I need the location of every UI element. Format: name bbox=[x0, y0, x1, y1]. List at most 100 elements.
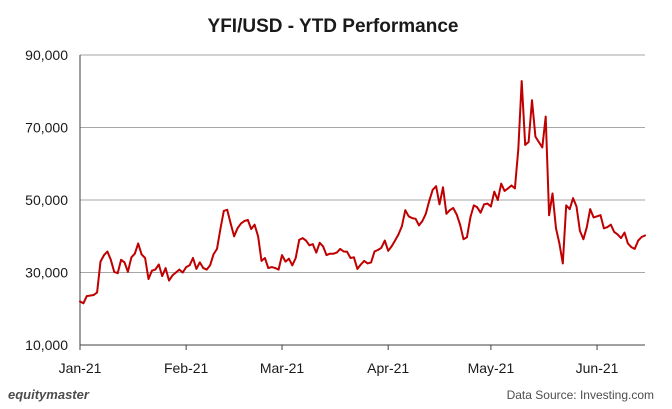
data-point bbox=[442, 186, 444, 189]
data-point bbox=[106, 250, 109, 253]
data-point bbox=[555, 227, 557, 230]
data-point bbox=[561, 262, 564, 265]
data-point bbox=[390, 245, 393, 248]
data-point bbox=[490, 205, 492, 208]
data-point bbox=[544, 115, 547, 118]
data-point bbox=[137, 242, 140, 245]
data-point bbox=[144, 257, 147, 259]
data-point bbox=[534, 135, 537, 138]
chart-title: YFI/USD - YTD Performance bbox=[208, 16, 459, 37]
data-point bbox=[243, 220, 246, 222]
data-point bbox=[277, 268, 280, 271]
data-point bbox=[531, 99, 533, 102]
data-point bbox=[401, 225, 403, 228]
y-tick-label: 30,000 bbox=[25, 265, 68, 281]
data-point bbox=[229, 222, 232, 225]
data-point bbox=[452, 207, 455, 209]
data-point bbox=[572, 197, 574, 200]
x-axis-tick-labels: Jan-21 Feb-21 Mar-21 Apr-21 May-21 Jun-21 bbox=[59, 345, 619, 376]
data-point bbox=[418, 224, 420, 227]
data-point bbox=[198, 261, 201, 264]
data-point bbox=[181, 271, 184, 274]
data-point bbox=[438, 203, 441, 206]
data-point bbox=[551, 192, 554, 195]
data-point bbox=[524, 144, 527, 146]
y-tick-label: 70,000 bbox=[25, 120, 68, 136]
data-point bbox=[85, 295, 88, 297]
data-point bbox=[568, 208, 571, 211]
data-point bbox=[620, 237, 622, 240]
data-point bbox=[188, 264, 191, 267]
data-point bbox=[291, 264, 294, 267]
data-point bbox=[414, 217, 417, 220]
data-point bbox=[178, 268, 181, 271]
data-point bbox=[603, 227, 605, 230]
x-tick-label: May-21 bbox=[468, 360, 515, 376]
data-source-note: Data Source: Investing.com bbox=[507, 388, 654, 402]
data-point bbox=[469, 216, 472, 219]
data-point bbox=[627, 242, 629, 245]
data-point bbox=[431, 188, 434, 191]
data-point bbox=[644, 234, 646, 237]
data-point bbox=[514, 187, 516, 190]
data-point bbox=[281, 254, 283, 256]
data-point bbox=[246, 219, 249, 221]
x-tick-label: Apr-21 bbox=[367, 360, 409, 376]
data-point bbox=[332, 252, 335, 255]
data-point bbox=[500, 182, 503, 185]
data-point bbox=[448, 209, 451, 212]
data-point bbox=[274, 267, 277, 269]
data-point bbox=[592, 216, 595, 219]
data-point bbox=[298, 239, 301, 241]
x-tick-label: Feb-21 bbox=[164, 360, 209, 376]
data-point bbox=[192, 257, 194, 259]
data-point bbox=[329, 252, 331, 255]
data-point bbox=[421, 220, 424, 222]
data-point bbox=[233, 235, 236, 238]
data-point bbox=[394, 239, 396, 242]
data-point bbox=[466, 236, 468, 239]
data-point bbox=[527, 141, 530, 143]
data-point bbox=[445, 212, 448, 215]
data-point bbox=[476, 206, 479, 209]
data-point bbox=[103, 254, 105, 256]
data-point bbox=[435, 185, 437, 188]
data-point bbox=[171, 274, 174, 277]
data-point bbox=[270, 266, 273, 268]
data-point bbox=[164, 267, 167, 269]
data-point bbox=[236, 227, 239, 230]
data-point bbox=[507, 187, 509, 190]
data-point bbox=[411, 217, 414, 220]
x-tick-label: Mar-21 bbox=[260, 360, 305, 376]
data-point bbox=[377, 249, 379, 251]
data-point bbox=[322, 245, 324, 248]
data-point bbox=[113, 270, 116, 273]
data-point bbox=[250, 228, 253, 230]
data-point bbox=[349, 257, 352, 259]
data-point bbox=[616, 233, 619, 236]
data-point bbox=[483, 203, 485, 206]
data-point bbox=[537, 141, 540, 143]
data-point bbox=[301, 237, 304, 240]
data-point bbox=[219, 228, 222, 230]
data-point bbox=[510, 184, 513, 187]
data-point bbox=[342, 250, 345, 253]
data-point bbox=[161, 275, 164, 277]
data-point bbox=[116, 272, 119, 275]
data-point bbox=[82, 302, 85, 305]
data-point bbox=[397, 233, 400, 236]
data-point bbox=[565, 204, 568, 207]
x-tick-label: Jun-21 bbox=[576, 360, 619, 376]
data-point bbox=[264, 257, 266, 259]
data-point bbox=[308, 244, 311, 247]
data-point bbox=[404, 209, 407, 212]
data-point bbox=[127, 270, 129, 273]
data-point bbox=[175, 271, 177, 274]
data-point bbox=[428, 199, 431, 202]
data-point bbox=[140, 253, 143, 256]
y-tick-label: 50,000 bbox=[25, 192, 68, 208]
data-point bbox=[606, 226, 609, 229]
series-points bbox=[79, 80, 646, 305]
data-point bbox=[267, 267, 270, 269]
